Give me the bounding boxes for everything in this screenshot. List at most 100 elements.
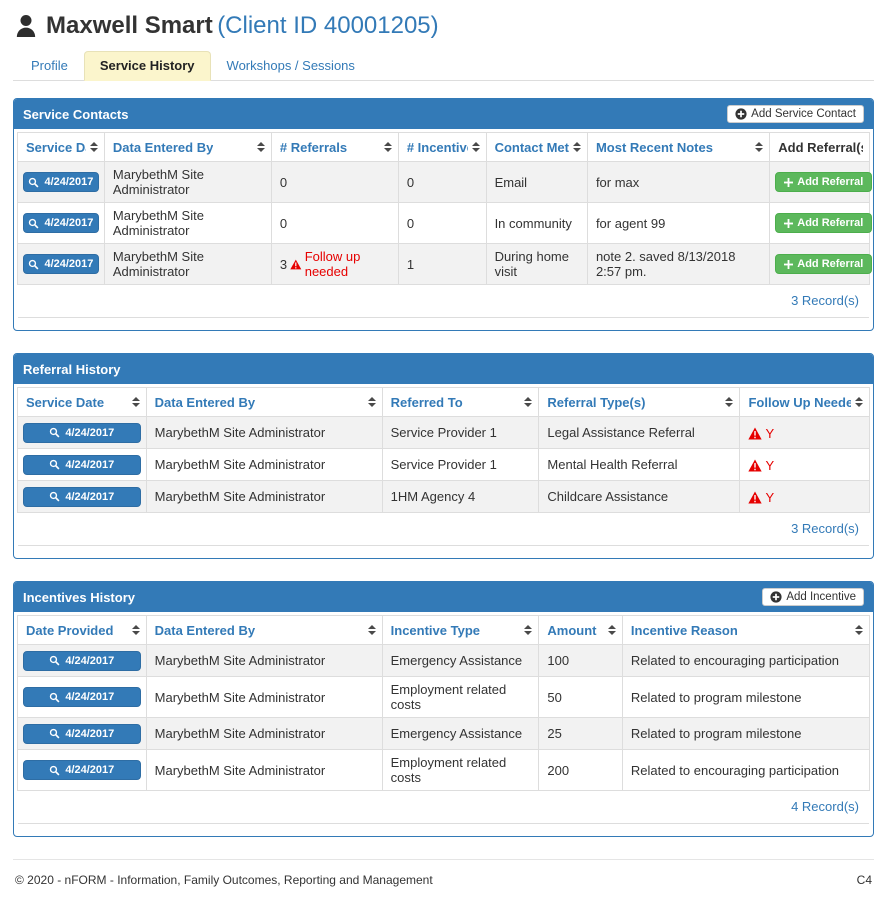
sort-icon <box>855 397 863 407</box>
sort-icon <box>524 625 533 635</box>
amount-cell: 200 <box>538 749 623 791</box>
panel-title: Service Contacts <box>23 106 129 122</box>
sort-icon <box>131 397 140 407</box>
warning-icon <box>748 427 763 439</box>
view-service-contact-button[interactable]: 4/24/2017 <box>23 213 99 233</box>
notes-cell: for agent 99 <box>586 202 771 244</box>
view-incentive-button[interactable]: 4/24/2017 <box>23 650 141 671</box>
col-incentive-type[interactable]: Incentive Type <box>381 615 540 645</box>
col-most-recent-notes[interactable]: Most Recent Notes <box>586 132 771 162</box>
view-referral-button[interactable]: 4/24/2017 <box>23 486 141 507</box>
sort-icon <box>524 397 533 407</box>
referrals-cell: 3 Follow up needed <box>270 243 399 285</box>
entered-by-cell: MarybethM Site Administrator <box>145 480 383 513</box>
service-contacts-heading: Service Contacts Add Service Contact <box>14 99 873 129</box>
sort-icon <box>607 625 616 635</box>
sort-icon <box>256 142 265 152</box>
search-icon <box>29 177 39 187</box>
add-referral-button[interactable]: Add Referral <box>775 213 873 233</box>
col-add-referrals: Add Referral(s) <box>769 132 870 162</box>
referral-history-table: Service Date Data Entered By Referred To… <box>17 387 870 513</box>
col-data-entered-by[interactable]: Data Entered By <box>103 132 272 162</box>
col-referred-to[interactable]: Referred To <box>381 387 540 417</box>
notes-cell: for max <box>586 161 771 203</box>
panel-title: Referral History <box>23 361 121 377</box>
plus-icon <box>784 259 794 269</box>
incentives-cell: 0 <box>397 161 487 203</box>
search-icon <box>50 427 60 438</box>
table-row: 4/24/2017 MarybethM Site Administrator 0… <box>17 202 873 244</box>
table-row: 4/24/2017 MarybethM Site Administrator S… <box>17 448 870 481</box>
view-service-contact-button[interactable]: 4/24/2017 <box>23 254 99 274</box>
add-referral-button[interactable]: Add Referral <box>775 254 873 274</box>
footer-divider <box>13 859 874 860</box>
col-date-provided[interactable]: Date Provided <box>17 615 147 645</box>
incentive-type-cell: Emergency Assistance <box>381 644 540 677</box>
entered-by-cell: MarybethM Site Administrator <box>145 749 383 791</box>
service-contacts-panel: Service Contacts Add Service Contact S <box>13 98 874 331</box>
plus-icon <box>784 218 794 228</box>
view-referral-button[interactable]: 4/24/2017 <box>23 422 141 443</box>
view-incentive-button[interactable]: 4/24/2017 <box>23 687 141 707</box>
follow-up-cell: Y <box>739 448 870 481</box>
col-service-date[interactable]: Service Date <box>17 387 147 417</box>
search-icon <box>29 259 39 269</box>
contact-method-cell: Email <box>485 161 588 203</box>
notes-cell: note 2. saved 8/13/2018 2:57 pm. <box>586 243 771 285</box>
col-service-date[interactable]: Service Date <box>17 132 105 162</box>
view-referral-button[interactable]: 4/24/2017 <box>23 454 141 475</box>
col-num-referrals[interactable]: # Referrals <box>270 132 399 162</box>
view-incentive-button[interactable]: 4/24/2017 <box>23 723 141 744</box>
tab-service-history[interactable]: Service History <box>83 51 211 81</box>
col-num-incentives[interactable]: # Incentives <box>397 132 487 162</box>
referral-type-cell: Legal Assistance Referral <box>538 416 741 449</box>
sort-icon <box>89 142 98 152</box>
referred-to-cell: Service Provider 1 <box>381 448 540 481</box>
table-row: 4/24/2017 MarybethM Site Administrator E… <box>17 717 871 750</box>
add-referral-button[interactable]: Add Referral <box>775 172 873 192</box>
tab-bar: Profile Service History Workshops / Sess… <box>13 50 874 81</box>
sort-icon <box>725 397 734 407</box>
col-amount[interactable]: Amount <box>538 615 623 645</box>
page-title: Maxwell Smart <box>46 12 213 39</box>
col-data-entered-by[interactable]: Data Entered By <box>145 387 383 417</box>
page-code: C4 <box>856 873 872 887</box>
incentive-reason-cell: Related to encouraging participation <box>621 749 871 791</box>
incentive-type-cell: Emergency Assistance <box>381 717 540 750</box>
col-data-entered-by[interactable]: Data Entered By <box>145 615 383 645</box>
plus-circle-icon <box>770 591 782 603</box>
search-icon <box>50 728 60 739</box>
col-follow-up-needed[interactable]: Follow Up Needed <box>739 387 870 417</box>
amount-cell: 25 <box>538 717 623 750</box>
incentive-reason-cell: Related to encouraging participation <box>621 644 871 677</box>
incentive-reason-cell: Related to program milestone <box>621 717 871 750</box>
contact-method-cell: In community <box>485 202 588 244</box>
entered-by-cell: MarybethM Site Administrator <box>103 161 272 203</box>
table-row: 4/24/2017 MarybethM Site Administrator E… <box>17 749 871 791</box>
sort-icon <box>471 142 480 152</box>
tab-workshops-sessions[interactable]: Workshops / Sessions <box>226 58 355 73</box>
service-contacts-body: Service Date Data Entered By # Referrals… <box>14 129 873 330</box>
plus-icon <box>784 177 794 187</box>
col-referral-types[interactable]: Referral Type(s) <box>538 387 741 417</box>
follow-up-cell: Y <box>739 480 870 513</box>
table-row: 4/24/2017 MarybethM Site Administrator E… <box>17 676 871 718</box>
record-count: 3 Record(s) <box>18 285 869 318</box>
entered-by-cell: MarybethM Site Administrator <box>145 448 383 481</box>
view-incentive-button[interactable]: 4/24/2017 <box>23 760 141 780</box>
incentives-cell: 1 <box>397 243 487 285</box>
referral-history-body: Service Date Data Entered By Referred To… <box>14 384 873 558</box>
entered-by-cell: MarybethM Site Administrator <box>145 717 383 750</box>
table-header-row: Service Date Data Entered By Referred To… <box>17 387 870 417</box>
add-service-contact-button[interactable]: Add Service Contact <box>727 105 864 123</box>
col-contact-method[interactable]: Contact Method <box>485 132 588 162</box>
view-service-contact-button[interactable]: 4/24/2017 <box>23 172 99 192</box>
add-incentive-button[interactable]: Add Incentive <box>762 588 864 606</box>
client-id: (Client ID 40001205) <box>217 12 439 39</box>
referred-to-cell: Service Provider 1 <box>381 416 540 449</box>
col-incentive-reason[interactable]: Incentive Reason <box>621 615 871 645</box>
sort-icon <box>755 142 764 152</box>
tab-profile[interactable]: Profile <box>31 58 68 73</box>
sort-icon <box>572 142 581 152</box>
